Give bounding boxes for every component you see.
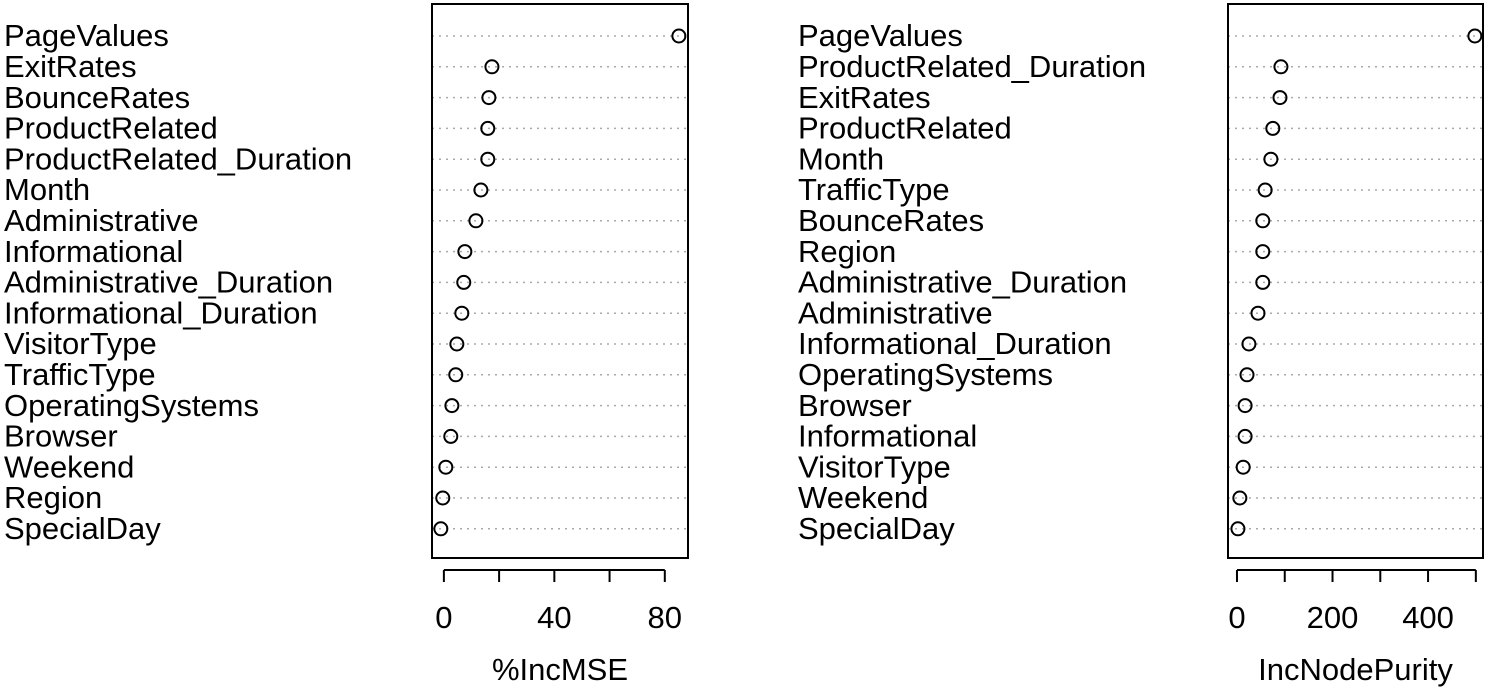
category-label: Administrative_Duration xyxy=(4,265,333,300)
dot xyxy=(456,274,472,290)
category-label: ProductRelated xyxy=(798,111,1012,146)
dot xyxy=(1230,521,1246,537)
x-tick-label: 0 xyxy=(1228,600,1245,635)
category-label: Weekend xyxy=(4,449,134,484)
dot xyxy=(671,28,687,44)
dot xyxy=(1241,336,1257,352)
dot xyxy=(1237,428,1253,444)
dot xyxy=(1235,459,1251,475)
x-tick-label: 200 xyxy=(1307,600,1359,635)
category-label: Weekend xyxy=(798,480,928,515)
x-axis-label: IncNodePurity xyxy=(1258,652,1453,687)
category-label: Administrative_Duration xyxy=(798,265,1127,300)
category-label: Administrative xyxy=(4,203,199,238)
dot xyxy=(473,182,489,198)
category-label: Region xyxy=(798,234,896,269)
category-label: SpecialDay xyxy=(798,511,955,546)
category-label: Administrative xyxy=(798,295,993,330)
category-label: ProductRelated_Duration xyxy=(798,49,1146,84)
dot xyxy=(438,459,454,475)
category-label: ProductRelated_Duration xyxy=(4,141,352,176)
category-label: OperatingSystems xyxy=(798,357,1053,392)
category-label: Region xyxy=(4,480,102,515)
x-axis-label: %IncMSE xyxy=(492,652,628,687)
dot xyxy=(1232,490,1248,506)
dot xyxy=(1250,305,1266,321)
category-label: Informational xyxy=(4,234,183,269)
category-label: Month xyxy=(798,141,884,176)
category-label: Browser xyxy=(798,388,912,423)
category-label: OperatingSystems xyxy=(4,388,259,423)
dot xyxy=(449,336,465,352)
plot-frame xyxy=(431,3,689,559)
category-label: Informational_Duration xyxy=(4,295,318,330)
category-label: PageValues xyxy=(4,18,169,53)
x-tick-label: 80 xyxy=(648,600,682,635)
dot xyxy=(443,428,459,444)
dot xyxy=(435,490,451,506)
category-label: ProductRelated xyxy=(4,111,218,146)
dot xyxy=(484,59,500,75)
dot xyxy=(1255,213,1271,229)
category-label: BounceRates xyxy=(4,80,190,115)
dot xyxy=(480,151,496,167)
category-label: BounceRates xyxy=(798,203,984,238)
category-label: Informational_Duration xyxy=(798,326,1112,361)
category-label: TrafficType xyxy=(798,172,950,207)
dot xyxy=(468,213,484,229)
category-label: ExitRates xyxy=(4,49,137,84)
dot xyxy=(448,367,464,383)
dot xyxy=(480,120,496,136)
category-label: Month xyxy=(4,172,90,207)
dot xyxy=(1257,182,1273,198)
x-tick-label: 0 xyxy=(435,600,452,635)
dot xyxy=(1467,28,1483,44)
dot xyxy=(1255,244,1271,260)
dot xyxy=(481,90,497,106)
dot xyxy=(1237,398,1253,414)
category-label: SpecialDay xyxy=(4,511,161,546)
dot xyxy=(1255,274,1271,290)
category-label: TrafficType xyxy=(4,357,156,392)
dot xyxy=(1272,90,1288,106)
dot xyxy=(433,521,449,537)
dot xyxy=(1265,120,1281,136)
category-label: VisitorType xyxy=(798,449,951,484)
category-label: Informational xyxy=(798,419,977,454)
x-tick-label: 400 xyxy=(1402,600,1454,635)
category-label: Browser xyxy=(4,419,118,454)
dot xyxy=(454,305,470,321)
x-tick-label: 40 xyxy=(537,600,571,635)
dot xyxy=(1239,367,1255,383)
category-label: PageValues xyxy=(798,18,963,53)
category-label: ExitRates xyxy=(798,80,931,115)
plot-frame xyxy=(1227,3,1484,559)
dot xyxy=(1263,151,1279,167)
dot xyxy=(457,244,473,260)
dot xyxy=(1273,59,1289,75)
dot xyxy=(444,398,460,414)
category-label: VisitorType xyxy=(4,326,157,361)
